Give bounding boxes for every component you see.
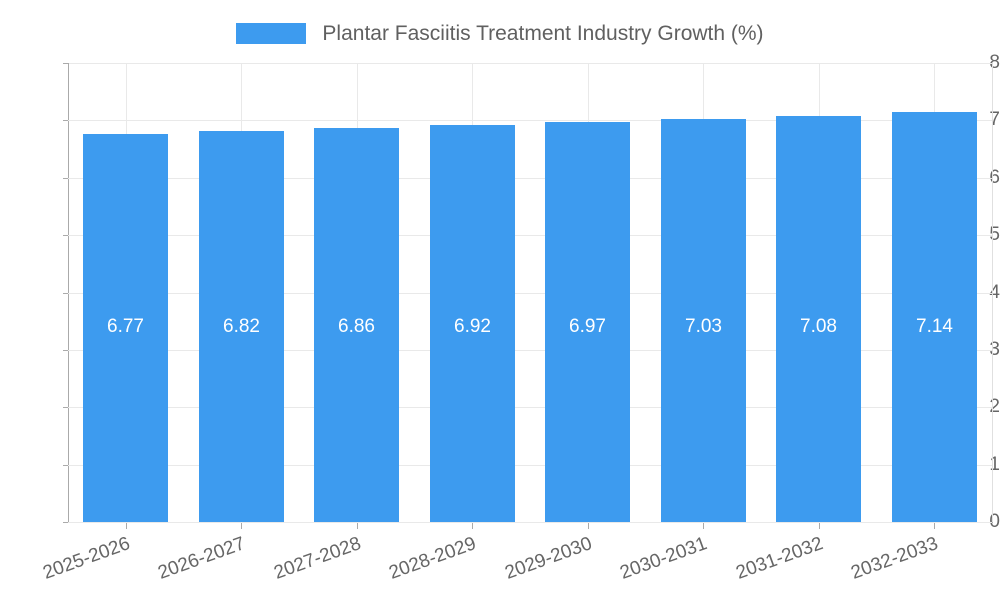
x-axis-tick-label: 2028-2029 (386, 533, 480, 584)
y-axis-tick-label: 4 (989, 281, 1000, 303)
bar-value-label: 6.77 (107, 316, 144, 337)
x-axis-tick-label: 2030-2031 (617, 533, 711, 584)
y-axis-tick-label: 7 (989, 109, 1000, 131)
x-axis-tick-mark (472, 523, 473, 529)
y-axis-tick-mark (63, 63, 69, 64)
bar-2032-2033[interactable] (892, 112, 977, 522)
y-axis-tick-label: 6 (989, 166, 1000, 188)
x-axis-tick-label: 2031-2032 (733, 533, 826, 584)
y-axis-tick-mark (63, 465, 69, 466)
x-axis-tick-label: 2027-2028 (271, 533, 364, 584)
bar-value-label: 6.97 (569, 316, 606, 337)
y-axis-tick-mark (63, 522, 69, 523)
y-axis (0, 0, 58, 600)
bar-value-label: 6.82 (223, 316, 260, 337)
x-axis-tick-mark (241, 523, 242, 529)
gridline-horizontal (68, 522, 992, 523)
x-axis-tick-mark (819, 523, 820, 529)
x-axis-tick-label: 2029-2030 (502, 533, 595, 584)
plot-spine-right (992, 63, 993, 523)
gridline-horizontal (68, 465, 992, 466)
x-axis-tick-label: 2026-2027 (155, 533, 249, 584)
bar-value-label: 6.92 (454, 316, 491, 337)
y-axis-tick-mark (63, 293, 69, 294)
y-axis-tick-mark (63, 407, 69, 408)
bar-2025-2026[interactable] (83, 134, 168, 522)
bar-2027-2028[interactable] (314, 128, 399, 522)
plot-spine-top (68, 63, 993, 64)
y-axis-tick-label: 8 (989, 52, 1000, 73)
gridline-horizontal (68, 407, 992, 408)
x-axis-tick-mark (126, 523, 127, 529)
chart-legend: Plantar Fasciitis Treatment Industry Gro… (0, 16, 1000, 50)
legend-label-growth: Plantar Fasciitis Treatment Industry Gro… (322, 21, 764, 45)
x-axis-tick-mark (703, 523, 704, 529)
gridline-horizontal (68, 120, 992, 121)
y-axis-tick-label: 2 (989, 396, 1000, 418)
bar-2026-2027[interactable] (199, 131, 284, 522)
gridline-horizontal (68, 178, 992, 179)
y-axis-tick-mark (63, 235, 69, 236)
y-axis-tick-mark (63, 350, 69, 351)
x-axis-tick-mark (934, 523, 935, 529)
y-axis-tick-label: 5 (989, 224, 1000, 246)
bar-2030-2031[interactable] (661, 119, 746, 522)
bar-value-label: 7.08 (800, 316, 837, 337)
y-axis-tick-mark (63, 120, 69, 121)
bar-value-label: 7.14 (916, 316, 953, 337)
gridline-horizontal (68, 235, 992, 236)
y-axis-tick-label: 1 (989, 453, 1000, 475)
legend-swatch-growth (236, 22, 307, 44)
x-axis-tick-mark (357, 523, 358, 529)
y-axis-tick-label: 0 (989, 511, 1000, 532)
y-axis-tick-label: 3 (989, 338, 1000, 360)
x-axis-tick-mark (588, 523, 589, 529)
plot-area: 6.77 6.82 6.86 6.92 6.97 7.03 7.08 7.14 (68, 63, 992, 523)
y-axis-tick-mark (63, 178, 69, 179)
gridline-horizontal (68, 293, 992, 294)
gridline-horizontal (68, 350, 992, 351)
bar-2029-2030[interactable] (545, 122, 630, 522)
bar-value-label: 7.03 (685, 316, 722, 337)
bar-2028-2029[interactable] (430, 125, 515, 522)
x-axis-tick-label: 2032-2033 (848, 533, 942, 584)
bar-2031-2032[interactable] (776, 116, 861, 522)
bar-value-label: 6.86 (338, 316, 375, 337)
